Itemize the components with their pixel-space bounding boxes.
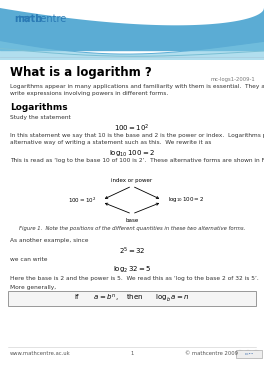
Text: As another example, since: As another example, since xyxy=(10,238,88,243)
Text: $\log_{10} 100 = 2$: $\log_{10} 100 = 2$ xyxy=(109,149,155,159)
Text: math: math xyxy=(14,14,42,24)
Text: Here the base is 2 and the power is 5.  We read this as ‘log to the base 2 of 32: Here the base is 2 and the power is 5. W… xyxy=(10,276,259,281)
Text: $\log_2 32 = 5$: $\log_2 32 = 5$ xyxy=(113,265,151,275)
Text: mc-logs1-2009-1: mc-logs1-2009-1 xyxy=(210,77,255,82)
Text: if       $a = b^n$,    then      $\log_b a = n$: if $a = b^n$, then $\log_b a = n$ xyxy=(74,293,190,304)
Circle shape xyxy=(252,351,260,357)
Text: centre: centre xyxy=(36,14,67,24)
Bar xyxy=(8,291,256,306)
Text: $100 = 10^2$: $100 = 10^2$ xyxy=(114,123,150,134)
Text: www.mathcentre.ac.uk: www.mathcentre.ac.uk xyxy=(10,351,71,356)
Polygon shape xyxy=(0,41,264,60)
Text: What is a logarithm ?: What is a logarithm ? xyxy=(10,66,152,79)
Text: Study the statement: Study the statement xyxy=(10,115,71,120)
Text: Figure 1.  Note the positions of the different quantities in these two alternati: Figure 1. Note the positions of the diff… xyxy=(19,226,245,231)
Text: © mathcentre 2009: © mathcentre 2009 xyxy=(185,351,238,356)
Polygon shape xyxy=(0,0,264,25)
Text: alternative way of writing a statement such as this.  We rewrite it as: alternative way of writing a statement s… xyxy=(10,140,211,145)
Text: In this statement we say that 10 is the base and 2 is the power or index.  Logar: In this statement we say that 10 is the … xyxy=(10,133,264,138)
Text: base: base xyxy=(125,218,139,223)
Bar xyxy=(236,350,262,358)
Text: $100 = 10^2$: $100 = 10^2$ xyxy=(68,195,96,205)
Bar xyxy=(0,0,264,50)
Text: write expressions involving powers in different forms.: write expressions involving powers in di… xyxy=(10,91,168,96)
Text: $2^5 = 32$: $2^5 = 32$ xyxy=(119,246,145,257)
Text: we can write: we can write xyxy=(10,257,48,262)
Circle shape xyxy=(237,351,243,357)
Circle shape xyxy=(244,351,252,357)
Text: Logarithms appear in many applications and familiarity with them is essential.  : Logarithms appear in many applications a… xyxy=(10,84,264,89)
Text: 1: 1 xyxy=(130,351,134,356)
Text: More generally,: More generally, xyxy=(10,285,56,290)
Text: $\log_{10} 100 = 2$: $\log_{10} 100 = 2$ xyxy=(168,195,205,204)
Text: Logarithms: Logarithms xyxy=(10,103,68,112)
Text: cc••: cc•• xyxy=(244,352,254,356)
Text: index or power: index or power xyxy=(111,178,153,183)
Text: This is read as ‘log to the base 10 of 100 is 2’.  These alternative forms are s: This is read as ‘log to the base 10 of 1… xyxy=(10,158,264,163)
